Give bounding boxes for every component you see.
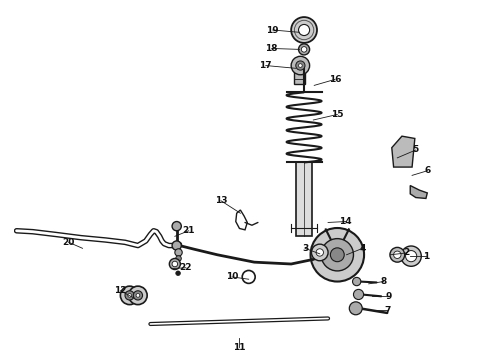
Text: 17: 17: [260, 61, 272, 70]
Text: 20: 20: [63, 238, 75, 247]
Text: 3: 3: [302, 244, 308, 253]
Circle shape: [311, 228, 364, 282]
Text: 6: 6: [424, 166, 430, 175]
Text: 14: 14: [339, 217, 352, 226]
Circle shape: [136, 293, 140, 297]
Circle shape: [172, 241, 181, 250]
Circle shape: [401, 246, 421, 266]
Text: 5: 5: [413, 145, 419, 154]
Circle shape: [390, 247, 405, 262]
Circle shape: [393, 251, 401, 258]
Circle shape: [353, 289, 364, 300]
Circle shape: [406, 251, 416, 262]
Circle shape: [298, 44, 310, 55]
Text: 18: 18: [266, 44, 278, 53]
Text: 10: 10: [226, 273, 238, 282]
Text: 21: 21: [182, 226, 195, 235]
Polygon shape: [410, 185, 427, 198]
Circle shape: [125, 291, 134, 300]
Circle shape: [298, 64, 302, 67]
Circle shape: [296, 61, 305, 70]
Text: 16: 16: [329, 75, 341, 84]
Text: 19: 19: [267, 26, 279, 35]
Circle shape: [321, 239, 353, 271]
Circle shape: [176, 271, 180, 275]
Circle shape: [121, 286, 139, 305]
Text: 8: 8: [380, 277, 387, 286]
Circle shape: [133, 291, 143, 300]
Circle shape: [242, 270, 255, 283]
Circle shape: [312, 244, 328, 261]
Circle shape: [291, 56, 310, 75]
Circle shape: [298, 24, 310, 36]
FancyBboxPatch shape: [294, 70, 305, 84]
Circle shape: [291, 17, 317, 43]
Text: 9: 9: [386, 292, 392, 301]
Text: 4: 4: [360, 244, 366, 253]
Circle shape: [176, 256, 181, 261]
Circle shape: [330, 248, 344, 262]
Circle shape: [129, 286, 147, 305]
Circle shape: [170, 258, 180, 270]
Circle shape: [128, 293, 131, 297]
FancyBboxPatch shape: [296, 162, 313, 236]
Text: 13: 13: [215, 196, 227, 205]
Polygon shape: [392, 136, 415, 167]
Text: 22: 22: [180, 263, 192, 272]
Text: 12: 12: [114, 286, 126, 295]
Text: 7: 7: [384, 306, 391, 315]
Text: 2: 2: [403, 248, 410, 257]
Text: 11: 11: [233, 343, 245, 352]
Circle shape: [316, 249, 323, 256]
Circle shape: [349, 302, 362, 315]
Circle shape: [301, 46, 307, 52]
Circle shape: [352, 278, 361, 286]
Circle shape: [172, 221, 181, 231]
Circle shape: [172, 261, 177, 267]
Text: 15: 15: [331, 110, 343, 119]
Circle shape: [175, 249, 182, 256]
Polygon shape: [236, 210, 247, 230]
Text: 1: 1: [423, 252, 430, 261]
